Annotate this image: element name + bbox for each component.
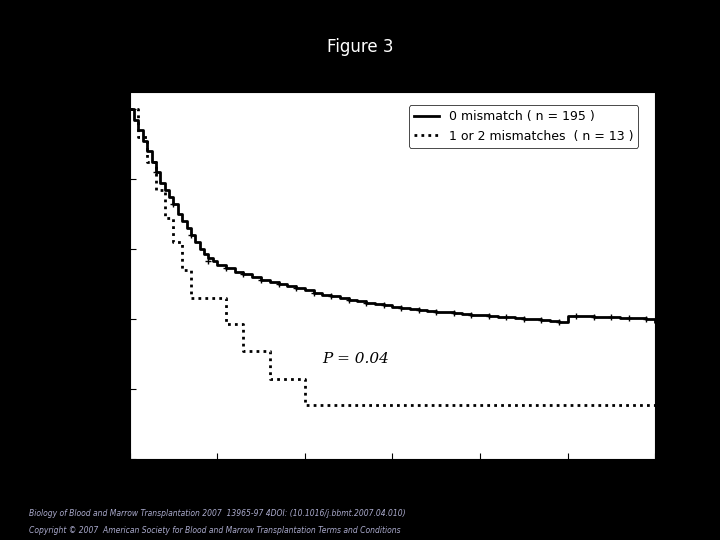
X-axis label: Months: Months bbox=[367, 482, 418, 496]
Text: P = 0.04: P = 0.04 bbox=[323, 352, 390, 366]
Text: Copyright © 2007  American Society for Blood and Marrow Transplantation Terms an: Copyright © 2007 American Society for Bl… bbox=[29, 525, 400, 535]
Text: Figure 3: Figure 3 bbox=[327, 38, 393, 56]
Text: Biology of Blood and Marrow Transplantation 2007  13965-97 4DOI: (10.1016/j.bbmt: Biology of Blood and Marrow Transplantat… bbox=[29, 509, 405, 518]
Y-axis label: Patient survival: Patient survival bbox=[85, 222, 99, 329]
Legend: 0 mismatch ( n = 195 ), 1 or 2 mismatches  ( n = 13 ): 0 mismatch ( n = 195 ), 1 or 2 mismatche… bbox=[409, 105, 639, 147]
